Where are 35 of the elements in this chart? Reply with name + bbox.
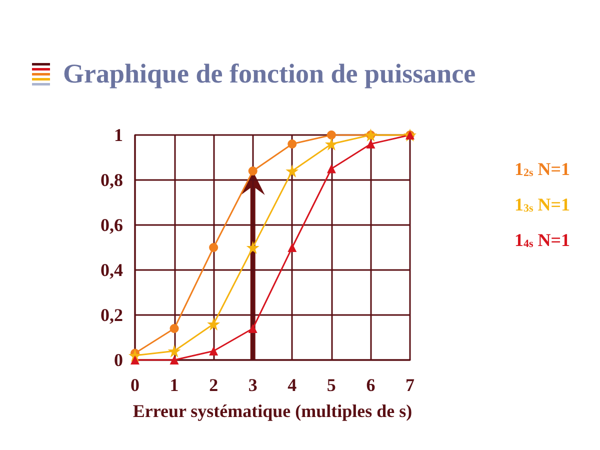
point bbox=[170, 324, 179, 333]
point bbox=[248, 166, 258, 176]
x-tick-label: 5 bbox=[326, 375, 336, 395]
point bbox=[324, 138, 338, 150]
point bbox=[288, 140, 297, 148]
x-axis-title: Erreur systématique (multiples de s) bbox=[132, 401, 412, 421]
y-tick-label: 0,6 bbox=[100, 215, 123, 235]
point bbox=[170, 356, 179, 364]
point bbox=[326, 130, 336, 140]
text: 13s N=1 bbox=[514, 194, 570, 214]
x-tick-label: 4 bbox=[288, 375, 297, 395]
point bbox=[209, 243, 218, 252]
x-tick-label: 7 bbox=[406, 375, 414, 395]
point bbox=[326, 164, 336, 174]
x-tick-label: 1 bbox=[170, 375, 179, 395]
y-tick-label: 0 bbox=[114, 350, 123, 370]
point bbox=[366, 140, 376, 148]
text: 12s N=1 bbox=[514, 159, 570, 179]
point bbox=[248, 324, 258, 333]
point bbox=[246, 241, 260, 254]
x-tick-label: 2 bbox=[209, 375, 218, 395]
chart-title: Graphique de fonction de puissance bbox=[63, 58, 476, 88]
point bbox=[168, 344, 181, 358]
y-tick-label: 0,2 bbox=[100, 305, 123, 325]
y-tick-label: 1 bbox=[114, 125, 123, 145]
point bbox=[207, 318, 220, 330]
y-tick-label: 0,4 bbox=[100, 260, 123, 280]
point bbox=[288, 243, 297, 252]
text: 14s N=1 bbox=[514, 230, 570, 250]
x-tick-label: 0 bbox=[130, 375, 140, 395]
x-tick-label: 3 bbox=[248, 375, 258, 395]
y-tick-label: 0,8 bbox=[100, 170, 123, 190]
x-tick-label: 6 bbox=[366, 375, 376, 395]
point bbox=[286, 164, 299, 178]
point bbox=[209, 346, 218, 356]
